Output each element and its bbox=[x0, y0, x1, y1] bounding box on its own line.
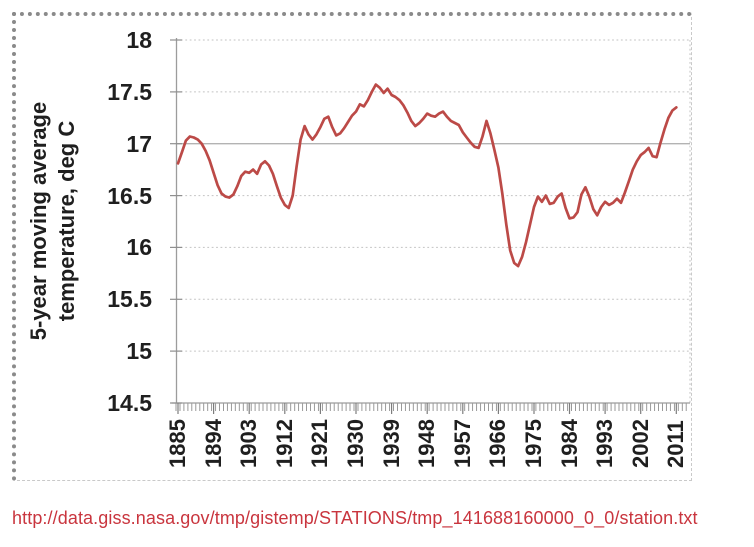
x-tick-label: 1975 bbox=[521, 419, 546, 468]
y-axis-title: 5-year moving average temperature, deg C bbox=[25, 91, 81, 351]
x-tick-label: 1939 bbox=[379, 419, 404, 468]
x-tick-label: 1957 bbox=[450, 419, 475, 468]
x-tick-label: 2002 bbox=[628, 419, 653, 468]
x-tick-label: 1921 bbox=[307, 419, 332, 468]
x-tick-label: 1948 bbox=[414, 419, 439, 468]
x-tick-label: 1903 bbox=[236, 419, 261, 468]
y-tick-label: 15 bbox=[126, 338, 152, 364]
x-tick-label: 1894 bbox=[201, 419, 226, 468]
y-tick-label: 17 bbox=[126, 131, 152, 157]
x-tick-label: 1885 bbox=[165, 419, 190, 468]
y-tick-label: 16.5 bbox=[107, 183, 152, 209]
y-axis-title-line2: temperature, deg C bbox=[54, 120, 79, 322]
x-tick-label: 2011 bbox=[663, 420, 688, 468]
y-tick-label: 15.5 bbox=[107, 286, 152, 312]
y-tick-label: 17.5 bbox=[107, 79, 152, 105]
x-tick-label: 1930 bbox=[343, 419, 368, 468]
y-tick-label: 18 bbox=[126, 27, 152, 53]
y-axis-title-line1: 5-year moving average bbox=[26, 101, 51, 341]
x-tick-label: 1966 bbox=[485, 419, 510, 468]
y-tick-label: 14.5 bbox=[107, 390, 152, 416]
x-tick-label: 1993 bbox=[592, 419, 617, 468]
y-tick-label: 16 bbox=[126, 234, 152, 260]
x-tick-label: 1912 bbox=[272, 419, 297, 468]
x-tick-label: 1984 bbox=[557, 419, 582, 468]
source-url-link[interactable]: http://data.giss.nasa.gov/tmp/gistemp/ST… bbox=[12, 508, 698, 528]
